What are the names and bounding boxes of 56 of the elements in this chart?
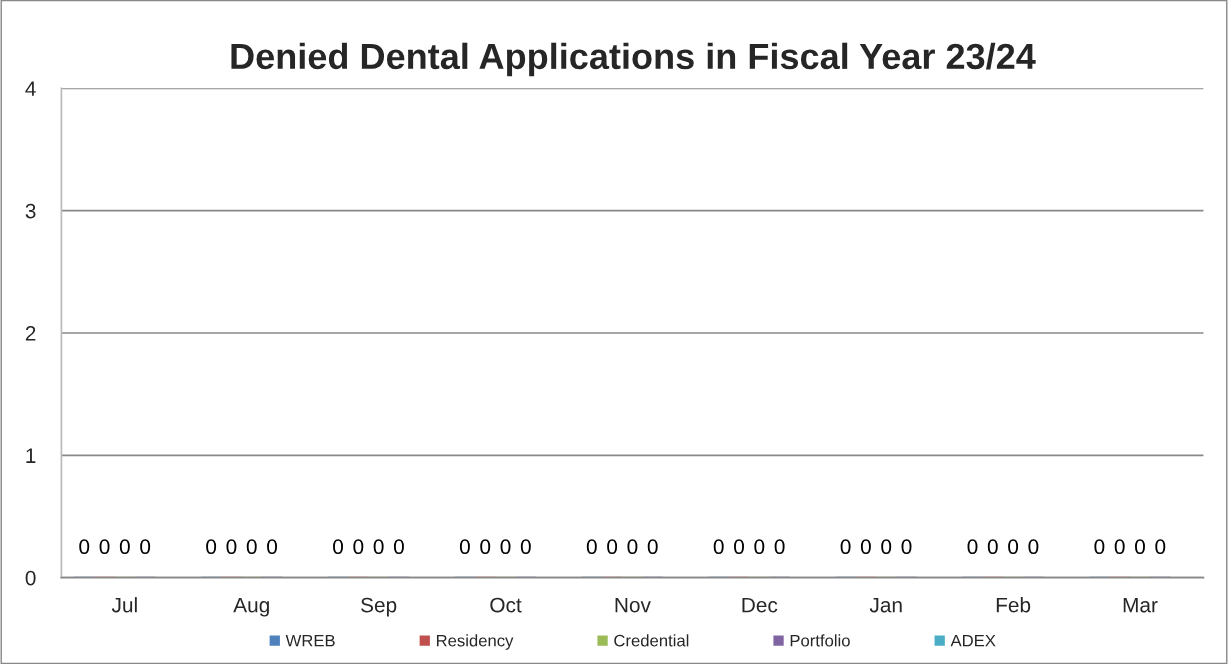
- data-label: 0: [734, 539, 744, 555]
- data-label: 0: [333, 539, 344, 555]
- legend-label: ADEX: [950, 634, 996, 647]
- legend-label: Residency: [436, 634, 514, 650]
- data-label: 0: [99, 539, 110, 555]
- x-tick-label: Nov: [615, 597, 651, 613]
- data-label: 0: [627, 539, 638, 555]
- y-tick-label: 1: [26, 448, 36, 463]
- data-label: 0: [1135, 539, 1145, 555]
- y-tick-label: 3: [25, 203, 36, 219]
- data-label: 0: [774, 539, 785, 555]
- y-tick-label: 2: [25, 326, 36, 341]
- data-label: 0: [373, 539, 384, 555]
- y-tick-label: 4: [25, 81, 36, 96]
- data-label: 0: [267, 539, 278, 555]
- data-label: 0: [393, 539, 404, 555]
- x-tick-label: Mar: [1123, 597, 1158, 613]
- data-label: 0: [967, 539, 978, 555]
- data-label: 0: [140, 539, 151, 555]
- x-tick-label: Jan: [869, 597, 902, 613]
- y-tick-label: 0: [25, 570, 36, 586]
- data-label: 0: [1008, 539, 1019, 555]
- data-label: 0: [459, 539, 470, 555]
- data-label: 0: [206, 539, 217, 555]
- data-label: 0: [713, 539, 724, 555]
- chart-title: Denied Dental Applications in Fiscal Year 23/24: [231, 42, 1036, 77]
- data-label: 0: [840, 539, 851, 555]
- x-tick-label: Oct: [490, 597, 522, 613]
- data-label: 0: [246, 539, 257, 555]
- data-label: 0: [647, 539, 658, 555]
- legend-label: WREB: [285, 634, 335, 647]
- data-label: 0: [754, 539, 765, 555]
- data-label: 0: [987, 539, 998, 555]
- legend-label: Portfolio: [790, 634, 850, 647]
- data-label: 0: [1155, 539, 1166, 555]
- data-label: 0: [1028, 539, 1039, 555]
- x-tick-label: Aug: [233, 597, 269, 617]
- data-label: 0: [901, 539, 912, 555]
- data-label: 0: [480, 539, 491, 555]
- data-label: 0: [1094, 539, 1105, 555]
- data-label: 0: [881, 539, 892, 555]
- x-tick-label: Feb: [996, 597, 1031, 613]
- data-label: 0: [607, 539, 618, 555]
- data-label: 0: [860, 539, 871, 555]
- legend-label: Credential: [614, 634, 689, 647]
- data-label: 0: [353, 539, 364, 555]
- x-tick-label: Dec: [742, 597, 778, 613]
- data-label: 0: [586, 539, 597, 555]
- data-label: 0: [119, 539, 130, 555]
- data-label: 0: [79, 539, 90, 555]
- data-label: 0: [1114, 539, 1125, 555]
- x-tick-label: Sep: [361, 597, 397, 617]
- data-label: 0: [520, 539, 531, 555]
- data-label: 0: [226, 539, 237, 555]
- data-label: 0: [500, 539, 511, 555]
- x-tick-label: Jul: [111, 597, 137, 613]
